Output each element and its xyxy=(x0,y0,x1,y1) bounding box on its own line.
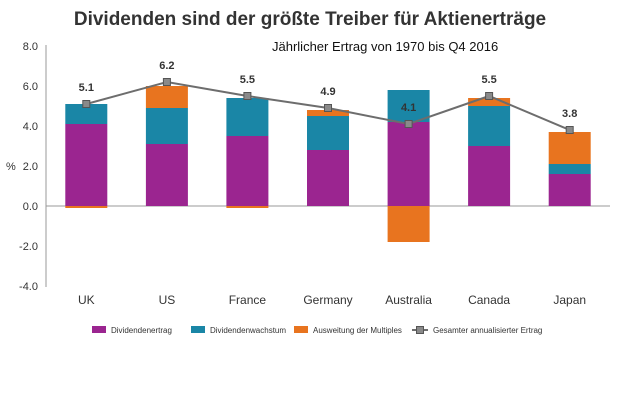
data-label: 5.5 xyxy=(481,74,496,86)
legend-swatch xyxy=(294,326,308,333)
bar-us-series-1 xyxy=(145,144,188,206)
bar-france-series-1 xyxy=(226,136,269,206)
y-tick-label: 4.0 xyxy=(23,121,38,133)
total-return-line: 5.1 6.2 5.5 4.9 4.1 5.5 3.8 xyxy=(79,60,577,134)
total-return-marker xyxy=(485,92,494,100)
y-tick-label: -4.0 xyxy=(19,281,38,293)
legend-label: Gesamter annualisierter Ertrag xyxy=(433,326,542,335)
bar-france-series-3 xyxy=(226,206,269,208)
bar-canada-series-2 xyxy=(468,106,511,146)
legend-label: Dividendenertrag xyxy=(111,326,172,335)
category-label: France xyxy=(229,293,267,307)
data-label: 5.1 xyxy=(79,82,94,94)
total-return-marker xyxy=(324,104,332,112)
category-label: Australia xyxy=(385,293,432,307)
bar-uk-series-1 xyxy=(65,124,108,206)
bar-germany-series-1 xyxy=(307,150,349,206)
total-return-marker xyxy=(162,78,171,86)
data-label: 3.8 xyxy=(562,108,577,120)
y-tick-label: 0.0 xyxy=(23,201,38,213)
bar-germany-series-3 xyxy=(307,110,349,116)
data-label: 4.1 xyxy=(401,102,416,114)
legend-swatch xyxy=(92,326,106,333)
bar-japan-series-3 xyxy=(548,132,591,164)
bar-france-series-2 xyxy=(226,98,269,136)
bar-australia-series-2 xyxy=(387,90,430,122)
bar-us-series-2 xyxy=(145,108,188,144)
legend: Dividendenertrag Dividendenwachstum Auswei… xyxy=(92,326,542,335)
bar-canada-series-1 xyxy=(468,146,511,206)
data-label: 5.5 xyxy=(240,74,255,86)
legend-label: Ausweitung der Multiples xyxy=(313,326,402,335)
bar-germany-series-2 xyxy=(307,116,349,150)
category-label: Japan xyxy=(553,293,586,307)
legend-label: Dividendenwachstum xyxy=(210,326,286,335)
bar-japan-series-1 xyxy=(548,174,591,206)
bar-australia-series-1 xyxy=(387,122,430,206)
category-label: UK xyxy=(78,293,95,307)
bar-japan-series-2 xyxy=(548,164,591,174)
bar-series xyxy=(65,86,591,242)
category-labels: UK US France Germany Australia Canada Japan xyxy=(78,293,586,307)
chart-subtitle: Jährlicher Ertrag von 1970 bis Q4 2016 xyxy=(272,39,498,54)
total-return-marker xyxy=(565,126,574,134)
legend-marker-swatch xyxy=(416,326,424,334)
y-tick-label: 8.0 xyxy=(23,41,38,53)
y-axis-ticks: 8.0 6.0 4.0 2.0 0.0 -2.0 -4.0 xyxy=(19,41,38,293)
category-label: Canada xyxy=(468,293,510,307)
category-label: Germany xyxy=(303,293,352,307)
y-axis-label: % xyxy=(6,161,16,173)
legend-swatch xyxy=(191,326,205,333)
bar-australia-series-3 xyxy=(387,206,430,242)
data-label: 4.9 xyxy=(320,86,335,98)
y-tick-label: 2.0 xyxy=(23,161,38,173)
chart-title: Dividenden sind der größte Treiber für A… xyxy=(74,9,546,30)
y-tick-label: -2.0 xyxy=(19,241,38,253)
y-tick-label: 6.0 xyxy=(23,81,38,93)
bar-uk-series-3 xyxy=(65,206,108,208)
data-label: 6.2 xyxy=(159,60,174,72)
category-label: US xyxy=(159,293,176,307)
bar-us-series-3 xyxy=(145,86,188,108)
total-return-marker xyxy=(82,100,91,108)
bar-canada-series-3 xyxy=(468,98,511,106)
bar-uk-series-2 xyxy=(65,104,108,124)
total-return-marker xyxy=(243,92,252,100)
total-return-marker xyxy=(404,120,413,128)
